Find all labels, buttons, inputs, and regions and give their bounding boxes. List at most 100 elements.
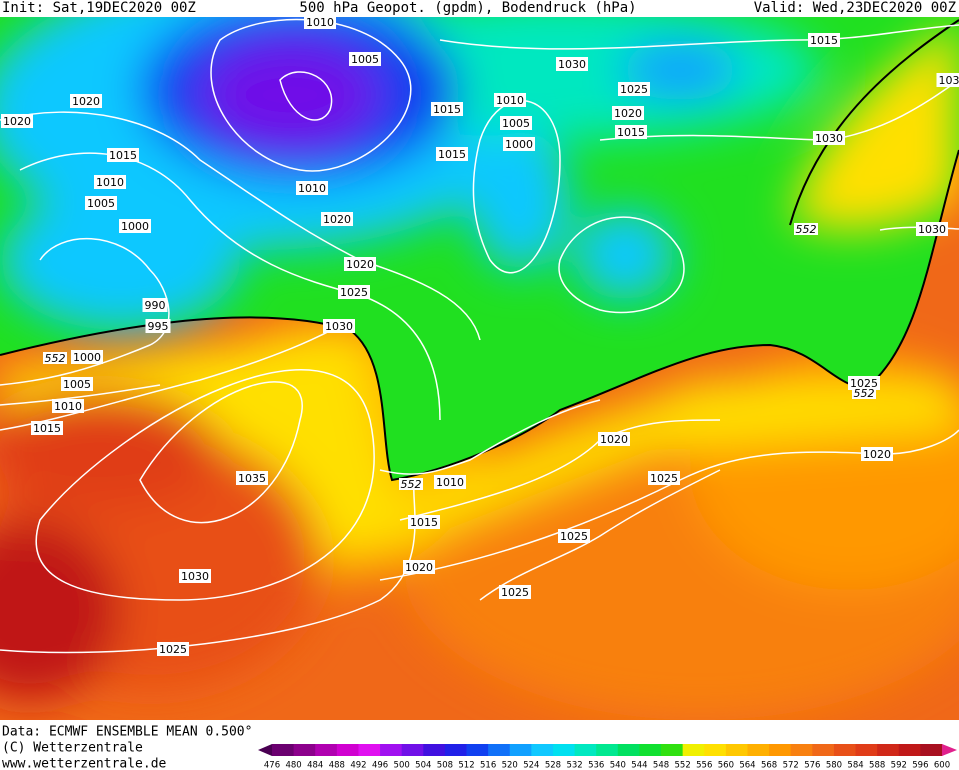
legend-swatch [725, 744, 748, 756]
legend-label: 492 [350, 761, 366, 770]
legend-swatch [401, 744, 424, 756]
legend-swatch [509, 744, 532, 756]
isobar-label: 1030 [918, 223, 946, 236]
legend-arrow-low [258, 744, 272, 756]
legend-swatch [358, 744, 381, 756]
legend-swatch [639, 744, 662, 756]
legend-label: 532 [566, 761, 582, 770]
isobar-label-bg [808, 33, 840, 47]
isobar-label-bg [615, 125, 647, 139]
legend-label: 580 [826, 761, 842, 770]
isobar-label: 1030 [181, 570, 209, 583]
isobar-label-bg [296, 181, 328, 195]
isobar-label-bg [612, 106, 644, 120]
isobar-label-bg [499, 585, 531, 599]
isobar-label-bg [494, 93, 526, 107]
isobar-label-bg [85, 196, 117, 210]
isobar-label-bg [431, 102, 463, 116]
isobar-label-bg [94, 175, 126, 189]
isobar-label-bg [107, 148, 139, 162]
legend-swatch [833, 744, 857, 756]
isobar-label-bg [338, 285, 370, 299]
isobar-label: 990 [145, 299, 166, 312]
height-label-bg [794, 223, 818, 235]
legend-label: 484 [307, 761, 323, 770]
isobar-label-bg [145, 319, 171, 333]
isobar-labels: 1010 1005 1020 1020 1015 1010 1005 1000 990 995 10… [1, 15, 959, 656]
isobar-label-bg [598, 432, 630, 446]
legend-label: 588 [869, 761, 885, 770]
legend-swatch [444, 744, 468, 756]
legend-label: 556 [696, 761, 712, 770]
legend-label: 596 [912, 761, 928, 770]
isobar-label: 1010 [96, 176, 124, 189]
isobar-label: 1005 [502, 117, 530, 130]
isobar-label-bg [142, 298, 168, 312]
isobar-label-bg [31, 421, 63, 435]
legend-label: 552 [675, 761, 691, 770]
isobar-label: 1015 [433, 103, 461, 116]
legend-label: 572 [783, 761, 799, 770]
legend-swatch [617, 744, 640, 756]
isobar-label-bg [157, 642, 189, 656]
isobar-label: 1010 [298, 182, 326, 195]
isobar-label-bg [813, 131, 845, 145]
legend-swatch [812, 744, 835, 756]
isobar-label: 1005 [351, 53, 379, 66]
legend-swatch [855, 744, 878, 756]
isobar-label-bg [848, 376, 880, 390]
isobar-label: 1030 [325, 320, 353, 333]
isobar-label: 1015 [109, 149, 137, 162]
isobar-label: 1010 [496, 94, 524, 107]
isobar-label: 1025 [620, 83, 648, 96]
legend-swatch [920, 744, 943, 756]
legend-label: 564 [739, 761, 755, 770]
isobar-label-bg [236, 471, 268, 485]
isobar-label: 1025 [159, 643, 187, 656]
legend-swatch [747, 744, 770, 756]
isobar-label-bg [408, 515, 440, 529]
legend-swatch [552, 744, 576, 756]
isobar-label: 1020 [405, 561, 433, 574]
isobar-label-bg [436, 147, 468, 161]
isobar-label-bg [558, 529, 590, 543]
isobar-label-bg [618, 82, 650, 96]
legend-label: 600 [934, 761, 950, 770]
legend-label: 528 [545, 761, 561, 770]
legend-label: 476 [264, 761, 280, 770]
legend-label: 548 [653, 761, 669, 770]
isobar-label: 1010 [436, 476, 464, 489]
legend-swatch [574, 744, 597, 756]
isobar-label: 1015 [33, 422, 61, 435]
height-label-bg [399, 478, 423, 490]
isobar-label-bg [861, 447, 893, 461]
isobar-label-bg [916, 222, 948, 236]
legend-label: 504 [415, 761, 431, 770]
legend-arrow-high [942, 744, 957, 756]
legend-swatch [682, 744, 705, 756]
data-source: Data: ECMWF ENSEMBLE MEAN 0.500° [2, 725, 252, 740]
isobar-label: 1030 [558, 58, 586, 71]
isobar-label-bg [304, 15, 336, 29]
isobar-label: 1010 [54, 400, 82, 413]
legend-label: 576 [804, 761, 820, 770]
isobar-label: 1015 [617, 126, 645, 139]
legend-label: 500 [394, 761, 410, 770]
legend-swatch [315, 744, 338, 756]
legend-label: 512 [458, 761, 474, 770]
legend-label: 520 [502, 761, 518, 770]
map [0, 0, 959, 720]
legend-swatch [380, 744, 403, 756]
legend-label: 592 [891, 761, 907, 770]
isobar-label-bg [119, 219, 151, 233]
height-label-bg [43, 352, 67, 364]
isobar-label-bg [349, 52, 381, 66]
website: www.wetterzentrale.de [2, 757, 167, 770]
isobar-label: 1000 [73, 351, 101, 364]
height-label: 552 [401, 478, 422, 491]
isobar-label-bg [321, 212, 353, 226]
legend-label: 584 [847, 761, 863, 770]
isobar-label: 1015 [810, 34, 838, 47]
isobar-label: 1020 [72, 95, 100, 108]
